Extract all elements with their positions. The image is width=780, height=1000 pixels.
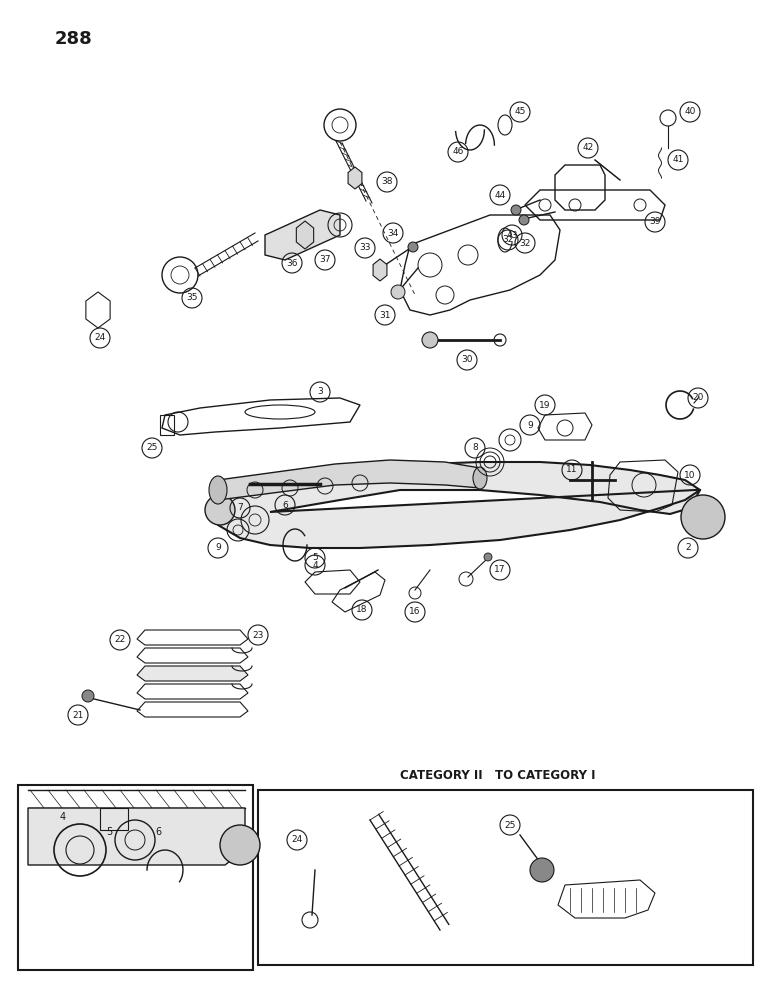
Text: 36: 36 — [286, 258, 298, 267]
Text: 8: 8 — [472, 444, 478, 452]
Polygon shape — [137, 666, 248, 681]
Text: 45: 45 — [514, 107, 526, 116]
Text: 10: 10 — [684, 471, 696, 480]
Text: 2: 2 — [685, 544, 691, 552]
Polygon shape — [373, 259, 387, 281]
Text: 23: 23 — [252, 631, 264, 640]
Text: 25: 25 — [147, 444, 158, 452]
Text: 7: 7 — [237, 504, 243, 512]
Text: 17: 17 — [495, 566, 505, 574]
Text: 4: 4 — [60, 812, 66, 822]
Circle shape — [530, 858, 554, 882]
Text: 6: 6 — [155, 827, 161, 837]
Text: 11: 11 — [566, 466, 578, 475]
Circle shape — [511, 205, 521, 215]
Text: 32: 32 — [519, 238, 530, 247]
FancyBboxPatch shape — [18, 785, 253, 970]
Circle shape — [391, 285, 405, 299]
Text: 41: 41 — [672, 155, 684, 164]
Text: 6: 6 — [282, 500, 288, 510]
Text: CATEGORY II   TO CATEGORY I: CATEGORY II TO CATEGORY I — [400, 769, 595, 782]
Text: 46: 46 — [452, 147, 463, 156]
Text: 43: 43 — [506, 231, 518, 239]
Text: 9: 9 — [527, 420, 533, 430]
Text: 24: 24 — [94, 334, 105, 342]
Ellipse shape — [473, 467, 487, 489]
Polygon shape — [348, 167, 362, 189]
Text: 3: 3 — [317, 387, 323, 396]
Text: 16: 16 — [410, 607, 420, 616]
Circle shape — [519, 215, 529, 225]
Circle shape — [220, 825, 260, 865]
Text: 19: 19 — [539, 400, 551, 410]
Text: 33: 33 — [360, 243, 370, 252]
Text: 9: 9 — [215, 544, 221, 552]
Circle shape — [681, 495, 725, 539]
Text: 18: 18 — [356, 605, 367, 614]
Text: 38: 38 — [381, 178, 393, 186]
Text: 42: 42 — [583, 143, 594, 152]
Polygon shape — [215, 462, 700, 548]
Text: 35: 35 — [186, 294, 198, 302]
Circle shape — [205, 495, 235, 525]
Bar — [160, 415, 174, 435]
Text: 22: 22 — [115, 636, 126, 645]
Circle shape — [408, 242, 418, 252]
FancyBboxPatch shape — [258, 790, 753, 965]
Text: 32: 32 — [502, 235, 514, 244]
Circle shape — [422, 332, 438, 348]
Text: 24: 24 — [292, 836, 303, 844]
Text: 5: 5 — [106, 827, 112, 837]
Polygon shape — [296, 221, 314, 249]
Text: 288: 288 — [55, 30, 93, 48]
Text: 31: 31 — [379, 310, 391, 320]
Polygon shape — [28, 808, 245, 865]
Text: 4: 4 — [312, 560, 317, 570]
Text: 20: 20 — [693, 393, 704, 402]
Ellipse shape — [209, 476, 227, 504]
Text: 30: 30 — [461, 356, 473, 364]
Text: 21: 21 — [73, 710, 83, 720]
Text: 37: 37 — [319, 255, 331, 264]
Text: 39: 39 — [649, 218, 661, 227]
Text: 5: 5 — [312, 554, 318, 562]
Text: 44: 44 — [495, 190, 505, 200]
Circle shape — [82, 690, 94, 702]
Circle shape — [484, 553, 492, 561]
Polygon shape — [265, 210, 340, 260]
Text: 25: 25 — [505, 820, 516, 830]
Text: 40: 40 — [684, 107, 696, 116]
Polygon shape — [218, 460, 480, 500]
Text: 34: 34 — [388, 229, 399, 237]
Bar — [100, 808, 128, 830]
